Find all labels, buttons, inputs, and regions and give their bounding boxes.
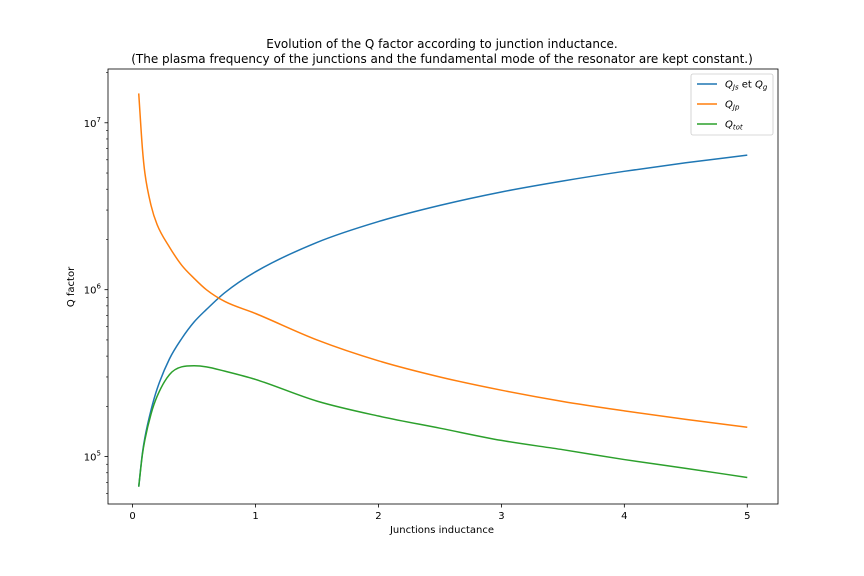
series-line-0 bbox=[137, 154, 748, 487]
legend: QJs et Qg QJp Qtot bbox=[690, 73, 774, 136]
legend-items: QJs et Qg QJp Qtot bbox=[697, 80, 768, 132]
x-tick-label: 1 bbox=[252, 511, 258, 522]
plot-area-frame bbox=[107, 68, 779, 505]
legend-box bbox=[690, 73, 774, 136]
y-tick-exponent: 7 bbox=[97, 116, 101, 124]
x-tick-label: 5 bbox=[744, 511, 750, 522]
chart-subtitle: (The plasma frequency of the junctions a… bbox=[131, 52, 753, 66]
x-tick-label: 0 bbox=[129, 511, 135, 522]
x-tick-label: 3 bbox=[498, 511, 504, 522]
y-tick-label: 106 bbox=[84, 283, 102, 297]
legend-label: QJs et Qg bbox=[725, 80, 768, 92]
series-line-1 bbox=[137, 93, 748, 428]
legend-label: QJp bbox=[725, 100, 740, 112]
series-line-2 bbox=[137, 365, 748, 487]
y-tick-exponent: 6 bbox=[97, 283, 102, 291]
y-tick-exponent: 5 bbox=[97, 450, 101, 458]
x-tick-label: 2 bbox=[375, 511, 381, 522]
y-axis: 105 106 107 bbox=[84, 72, 108, 494]
x-axis: 0 1 2 3 4 5 bbox=[129, 504, 750, 522]
y-axis-label: Q factor bbox=[66, 266, 77, 307]
legend-label: Qtot bbox=[725, 120, 743, 132]
y-tick-label: 107 bbox=[84, 116, 101, 130]
y-tick-label: 105 bbox=[84, 450, 101, 464]
x-tick-label: 4 bbox=[621, 511, 627, 522]
series-layer bbox=[137, 93, 748, 487]
x-axis-label: Junctions inductance bbox=[389, 525, 494, 536]
chart-title: Evolution of the Q factor according to j… bbox=[266, 37, 618, 51]
